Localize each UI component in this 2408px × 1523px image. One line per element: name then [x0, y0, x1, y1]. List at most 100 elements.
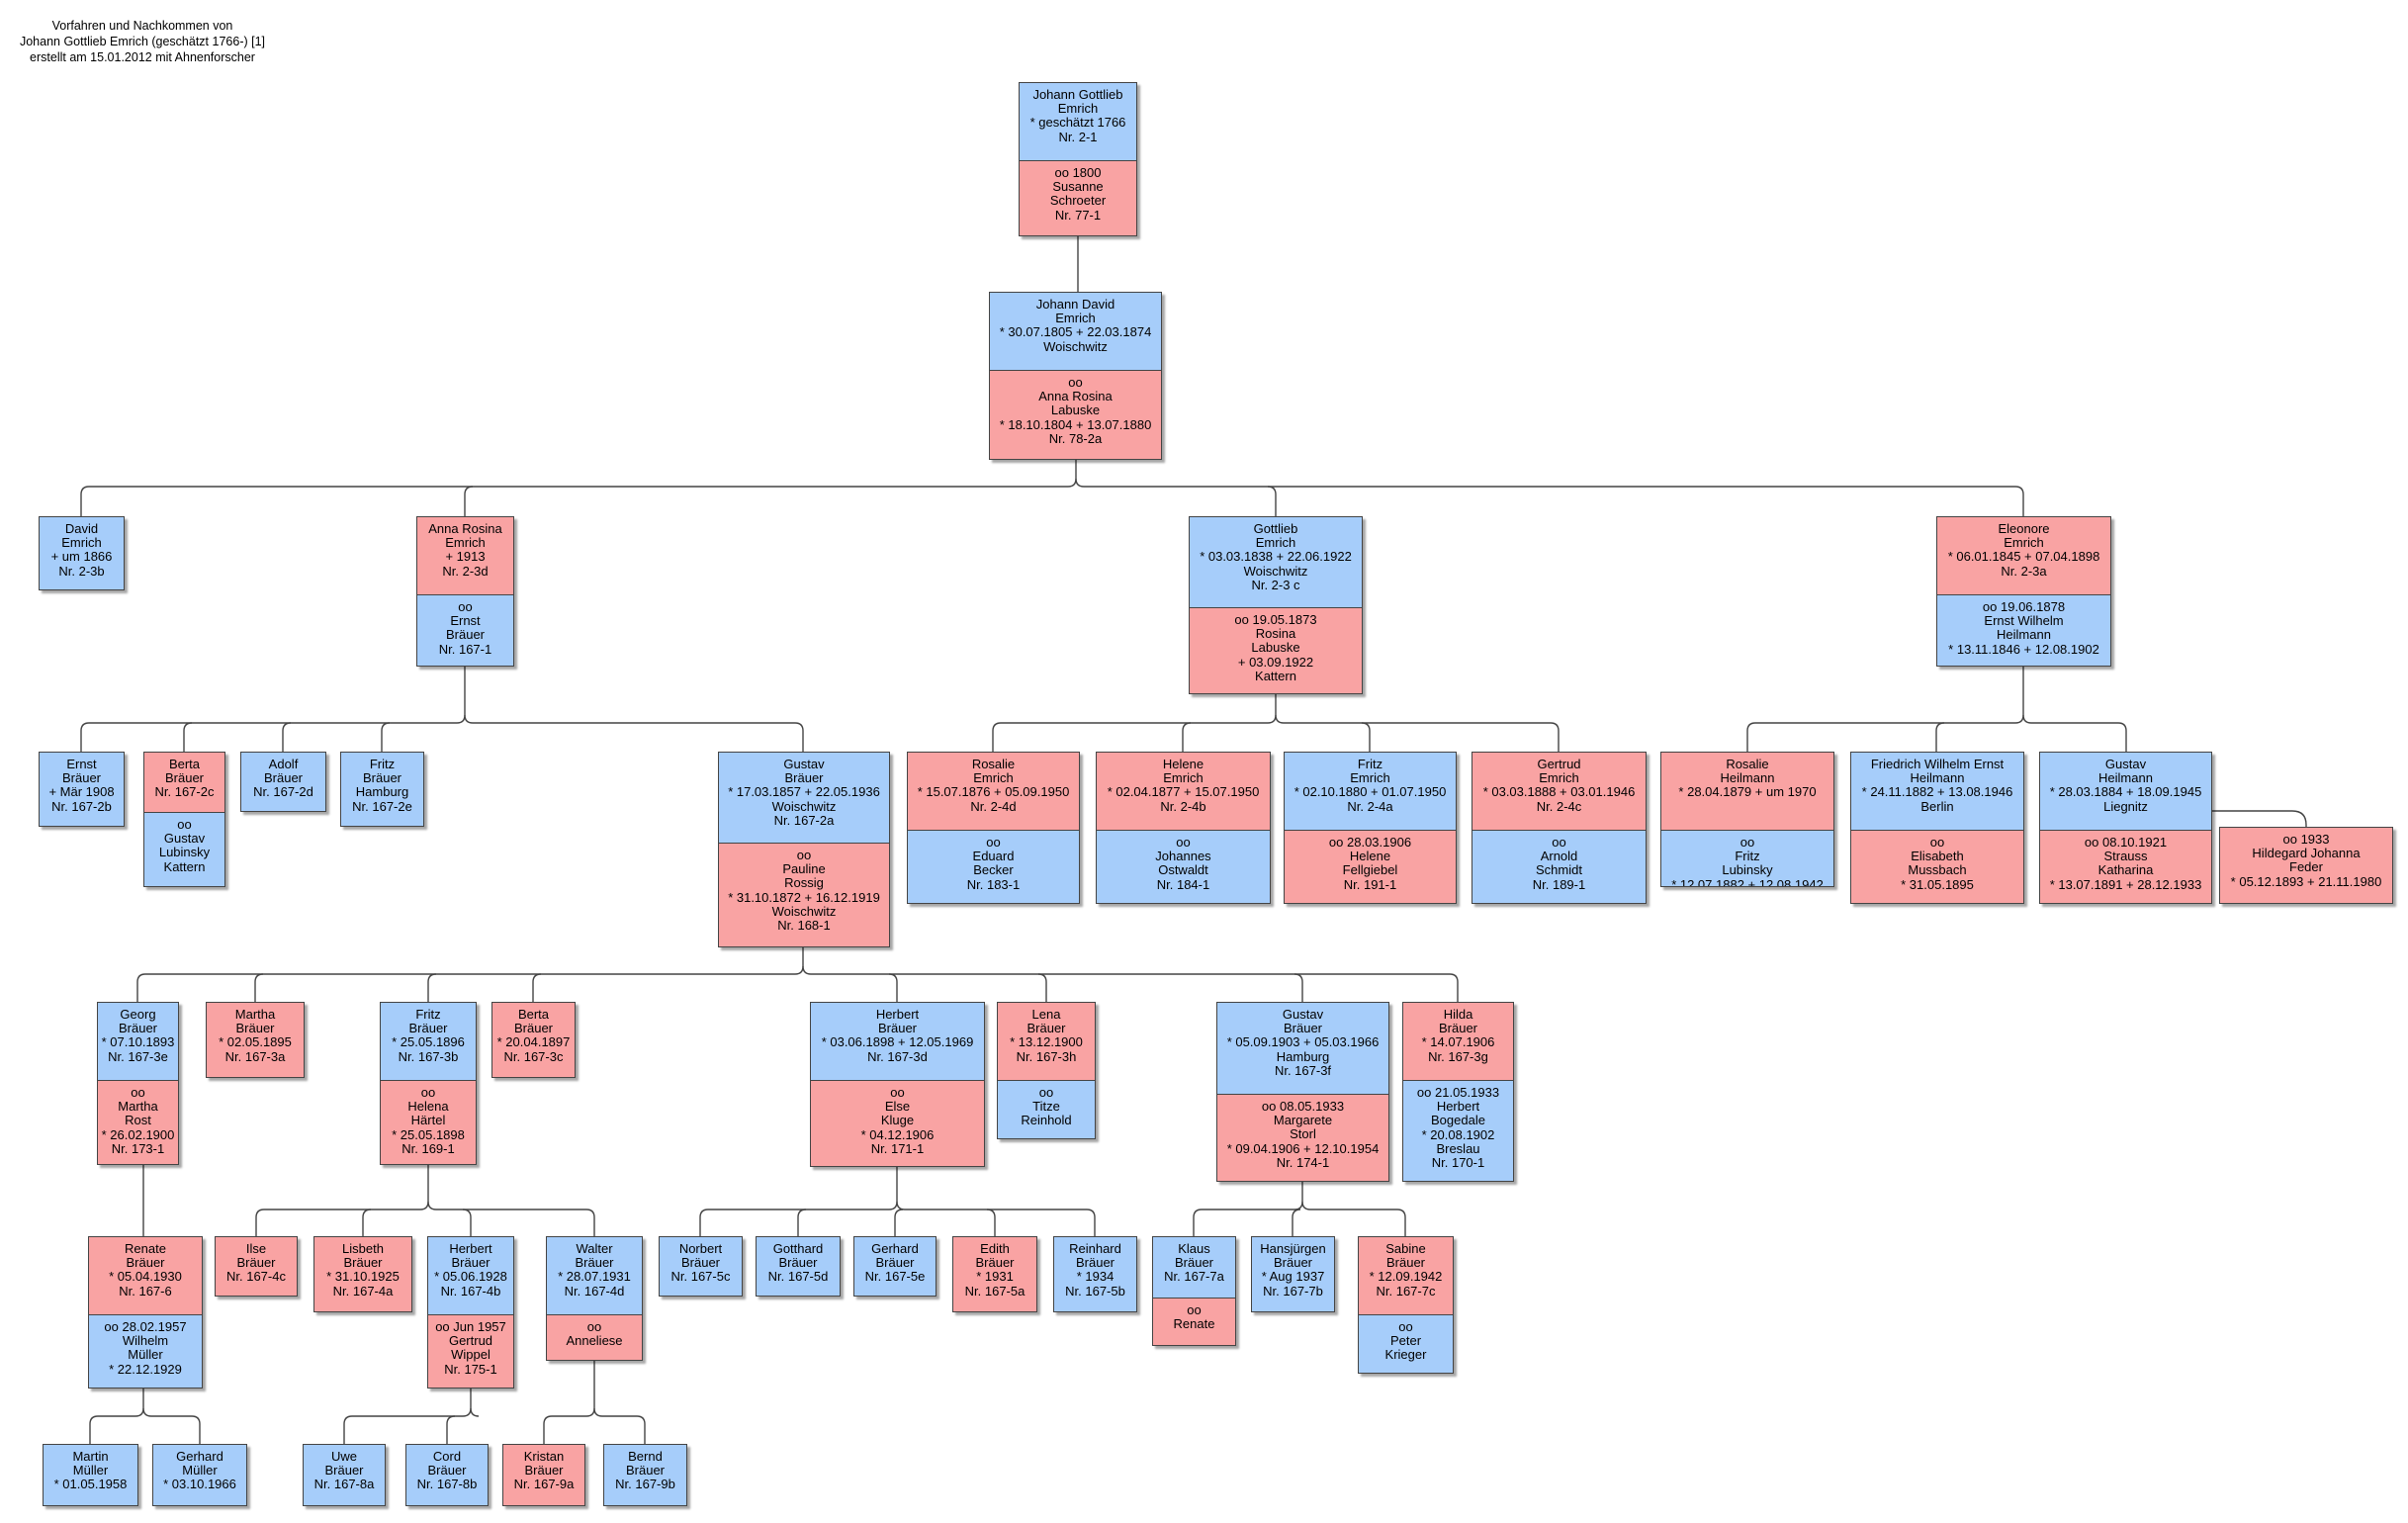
- person-info: Berta Bräuer Nr. 167-2c: [144, 753, 224, 812]
- person-card-cord[interactable]: Cord Bräuer Nr. 167-8b: [405, 1444, 489, 1506]
- person-info: Cord Bräuer Nr. 167-8b: [406, 1445, 488, 1505]
- connector-line: [794, 722, 804, 752]
- person-info: Ernst Bräuer + Mär 1908 Nr. 167-2b: [40, 753, 124, 826]
- person-card-herbert3d[interactable]: Herbert Bräuer * 03.06.1898 + 12.05.1969…: [810, 1002, 985, 1167]
- connector-line: [888, 1167, 898, 1210]
- person-card-gustavh[interactable]: Gustav Heilmann * 28.03.1884 + 18.09.194…: [2039, 752, 2212, 904]
- person-card-hildegard[interactable]: oo 1933 Hildegard Johanna Feder * 05.12.…: [2219, 827, 2393, 904]
- connector-line: [2014, 667, 2024, 724]
- person-card-berta3c[interactable]: Berta Bräuer * 20.04.1897 Nr. 167-3c: [491, 1002, 576, 1078]
- person-info: David Emrich + um 1866 Nr. 2-3b: [40, 517, 124, 589]
- connector-line: [1067, 460, 1077, 488]
- spouse-info: oo 21.05.1933 Herbert Bogedale * 20.08.1…: [1403, 1080, 1513, 1181]
- connector-line: [1182, 722, 1192, 752]
- person-info: Eleonore Emrich * 06.01.1845 + 07.04.189…: [1937, 517, 2110, 594]
- connector-line: [1361, 722, 1371, 752]
- header-line-3: erstellt am 15.01.2012 mit Ahnenforscher: [30, 50, 255, 64]
- connector-line: [585, 1361, 595, 1417]
- person-card-eleonore[interactable]: Eleonore Emrich * 06.01.1845 + 07.04.189…: [1936, 516, 2111, 667]
- spouse-info: oo 28.03.1906 Helene Fellgiebel Nr. 191-…: [1285, 830, 1456, 903]
- connector-line: [2117, 722, 2127, 752]
- person-card-rosalie[interactable]: Rosalie Emrich * 15.07.1876 + 05.09.1950…: [907, 752, 1080, 904]
- person-card-edith[interactable]: Edith Bräuer * 1931 Nr. 167-5a: [952, 1236, 1037, 1312]
- person-info: Sabine Bräuer * 12.09.1942 Nr. 167-7c: [1359, 1237, 1453, 1314]
- person-card-gustav2a[interactable]: Gustav Bräuer * 17.03.1857 + 22.05.1936 …: [718, 752, 890, 947]
- person-card-walter[interactable]: Walter Bräuer * 28.07.1931 Nr. 167-4d oo …: [546, 1236, 643, 1361]
- person-card-sabine[interactable]: Sabine Bräuer * 12.09.1942 Nr. 167-7c oo …: [1358, 1236, 1454, 1374]
- person-card-lisbeth[interactable]: Lisbeth Bräuer * 31.10.1925 Nr. 167-4a: [313, 1236, 412, 1312]
- person-info: Hilda Bräuer * 14.07.1906 Nr. 167-3g: [1403, 1003, 1513, 1080]
- person-info: Martha Bräuer * 02.05.1895 Nr. 167-3a: [207, 1003, 304, 1077]
- person-card-hansjuergen[interactable]: Hansjürgen Bräuer * Aug 1937 Nr. 167-7b: [1251, 1236, 1335, 1312]
- connector-line: [699, 1209, 709, 1236]
- connector-line: [802, 965, 812, 975]
- connector-line: [183, 722, 193, 752]
- connector-line: [797, 1209, 807, 1236]
- person-info: Gerhard Bräuer Nr. 167-5e: [854, 1237, 936, 1296]
- person-card-ernstb[interactable]: Ernst Bräuer + Mär 1908 Nr. 167-2b: [39, 752, 125, 827]
- spouse-info: oo 1800 Susanne Schroeter Nr. 77-1: [1020, 160, 1136, 235]
- person-card-ilse[interactable]: Ilse Bräuer Nr. 167-4c: [215, 1236, 298, 1297]
- person-card-gerhardm[interactable]: Gerhard Müller * 03.10.1966: [152, 1444, 247, 1506]
- connector-line: [894, 1209, 904, 1236]
- person-card-jgottlieb[interactable]: Johann Gottlieb Emrich * geschätzt 1766 …: [1019, 82, 1137, 236]
- person-card-kristan[interactable]: Kristan Bräuer Nr. 167-9a: [502, 1444, 585, 1506]
- person-card-gustav3f[interactable]: Gustav Bräuer * 05.09.1903 + 05.03.1966 …: [1216, 1002, 1389, 1182]
- person-card-uwe[interactable]: Uwe Bräuer Nr. 167-8a: [303, 1444, 386, 1506]
- person-card-helene[interactable]: Helene Emrich * 02.04.1877 + 15.07.1950 …: [1096, 752, 1271, 904]
- person-card-gotthard[interactable]: Gotthard Bräuer Nr. 167-5d: [756, 1236, 841, 1297]
- connector-line: [191, 1415, 201, 1444]
- connector-line: [2014, 486, 2024, 516]
- person-card-berta[interactable]: Berta Bräuer Nr. 167-2c oo Gustav Lubinsk…: [143, 752, 225, 887]
- person-card-klaus[interactable]: Klaus Bräuer Nr. 167-7a oo Renate: [1152, 1236, 1236, 1346]
- person-card-gottlieb[interactable]: Gottlieb Emrich * 03.03.1838 + 22.06.192…: [1189, 516, 1363, 694]
- person-card-david[interactable]: David Emrich + um 1866 Nr. 2-3b: [39, 516, 125, 590]
- person-card-fritz3b[interactable]: Fritz Bräuer * 25.05.1896 Nr. 167-3b oo H…: [380, 1002, 477, 1165]
- person-card-reinhard[interactable]: Reinhard Bräuer * 1934 Nr. 167-5b: [1053, 1236, 1137, 1312]
- person-card-martha[interactable]: Martha Bräuer * 02.05.1895 Nr. 167-3a: [206, 1002, 305, 1078]
- spouse-info: oo 08.10.1921 Strauss Katharina * 13.07.…: [2040, 830, 2211, 903]
- person-info: Gertrud Emrich * 03.03.1888 + 03.01.1946…: [1472, 753, 1646, 830]
- person-card-georg[interactable]: Georg Bräuer * 07.10.1893 Nr. 167-3e oo M…: [97, 1002, 179, 1165]
- person-info: Gottlieb Emrich * 03.03.1838 + 22.06.192…: [1190, 517, 1362, 607]
- person-card-gerhardb[interactable]: Gerhard Bräuer Nr. 167-5e: [853, 1236, 936, 1297]
- person-card-bernd[interactable]: Bernd Bräuer Nr. 167-9b: [603, 1444, 687, 1506]
- person-info: Herbert Bräuer * 03.06.1898 + 12.05.1969…: [811, 1003, 984, 1080]
- header-line-1: Vorfahren und Nachkommen von: [51, 19, 233, 33]
- person-info: Hansjürgen Bräuer * Aug 1937 Nr. 167-7b: [1252, 1237, 1334, 1311]
- connector-line: [80, 486, 90, 516]
- person-info: Norbert Bräuer Nr. 167-5c: [660, 1237, 742, 1296]
- connector-line: [2022, 714, 2032, 724]
- person-info: Edith Bräuer * 1931 Nr. 167-5a: [953, 1237, 1036, 1311]
- person-card-hilda[interactable]: Hilda Bräuer * 14.07.1906 Nr. 167-3g oo 2…: [1402, 1002, 1514, 1182]
- spouse-info: oo Ernst Bräuer Nr. 167-1: [417, 594, 513, 666]
- person-info: Bernd Bräuer Nr. 167-9b: [604, 1445, 686, 1505]
- person-info: Walter Bräuer * 28.07.1931 Nr. 167-4d: [547, 1237, 642, 1314]
- person-card-herbert4b[interactable]: Herbert Bräuer * 05.06.1928 Nr. 167-4b oo…: [427, 1236, 514, 1389]
- person-card-friedrich[interactable]: Friedrich Wilhelm Ernst Heilmann * 24.11…: [1850, 752, 2024, 904]
- person-info: oo 1933 Hildegard Johanna Feder * 05.12.…: [2220, 828, 2392, 903]
- person-info: Lisbeth Bräuer * 31.10.1925 Nr. 167-4a: [314, 1237, 411, 1311]
- person-card-jdavid[interactable]: Johann David Emrich * 30.07.1805 + 22.03…: [989, 292, 1162, 460]
- person-card-martin[interactable]: Martin Müller * 01.05.1958: [43, 1444, 138, 1506]
- person-card-gertrud[interactable]: Gertrud Emrich * 03.03.1888 + 03.01.1946…: [1472, 752, 1647, 904]
- person-card-renate[interactable]: Renate Bräuer * 05.04.1930 Nr. 167-6 oo 2…: [88, 1236, 203, 1389]
- person-card-norbert[interactable]: Norbert Bräuer Nr. 167-5c: [659, 1236, 743, 1297]
- person-card-lena[interactable]: Lena Bräuer * 13.12.1900 Nr. 167-3h oo Ti…: [997, 1002, 1096, 1139]
- person-card-annarosina[interactable]: Anna Rosina Emrich + 1913 Nr. 2-3d oo Ern…: [416, 516, 514, 667]
- person-card-adolf[interactable]: Adolf Bräuer Nr. 167-2d: [240, 752, 326, 812]
- connector-line: [1293, 1182, 1303, 1210]
- person-info: Martin Müller * 01.05.1958: [44, 1445, 137, 1505]
- connector-line: [1267, 486, 1277, 516]
- connector-line: [543, 1415, 553, 1444]
- spouse-info: oo Peter Krieger: [1359, 1314, 1453, 1373]
- connector-line: [636, 1415, 646, 1444]
- spouse-info: oo Johannes Ostwaldt Nr. 184-1: [1097, 830, 1270, 903]
- person-card-fritze[interactable]: Fritz Emrich * 02.10.1880 + 01.07.1950 N…: [1284, 752, 1457, 904]
- connector-line: [462, 1209, 472, 1236]
- connector-line: [142, 1407, 152, 1417]
- person-card-fritzh[interactable]: Fritz Bräuer Hamburg Nr. 167-2e: [340, 752, 424, 827]
- person-card-rosalieh[interactable]: Rosalie Heilmann * 28.04.1879 + um 1970 o…: [1660, 752, 1834, 887]
- connector-line: [888, 973, 898, 1002]
